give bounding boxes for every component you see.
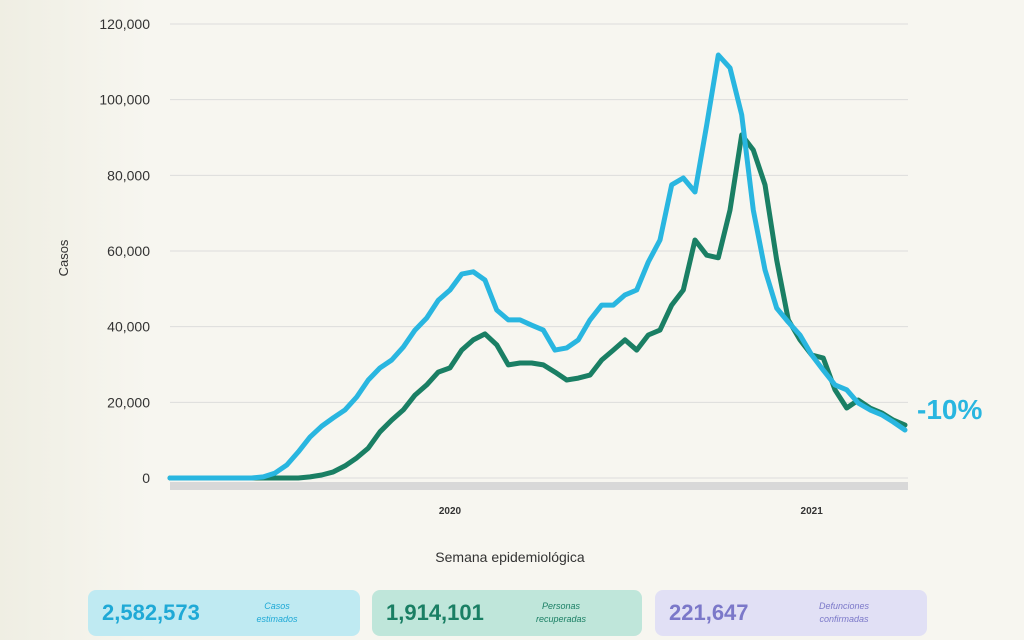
card-estimated-cases: 2,582,573 Casos estimados — [88, 590, 360, 636]
label-line: Defunciones — [818, 601, 870, 611]
label-line: recuperadas — [535, 614, 587, 624]
deaths-value: 221,647 — [669, 600, 749, 625]
card-deaths: 221,647 Defunciones confirmadas — [655, 590, 927, 636]
label-line: confirmadas — [819, 614, 869, 624]
estimated-cases-label: Casos estimados — [242, 600, 312, 626]
label-line: estimados — [256, 614, 298, 624]
change-annotation: -10% — [917, 394, 982, 425]
year-label: 2020 — [439, 506, 462, 517]
background-pattern — [0, 0, 150, 640]
y-tick-label: 20,000 — [107, 394, 150, 410]
deaths-label: Defunciones confirmadas — [809, 600, 879, 626]
estimated-cases-value: 2,582,573 — [102, 600, 200, 625]
y-axis-label: Casos — [56, 239, 71, 276]
x-axis-week-band — [170, 482, 908, 490]
line-chart: 020,00040,00060,00080,000100,000120,000 … — [56, 16, 982, 565]
year-label: 2021 — [801, 506, 824, 517]
card-recovered: 1,914,101 Personas recuperadas — [372, 590, 642, 636]
y-tick-label: 80,000 — [107, 167, 150, 183]
series-line — [167, 52, 908, 481]
y-tick-label: 60,000 — [107, 243, 150, 259]
recovered-value: 1,914,101 — [386, 600, 484, 625]
y-tick-label: 120,000 — [99, 16, 150, 32]
y-tick-label: 100,000 — [99, 92, 150, 108]
y-tick-label: 40,000 — [107, 319, 150, 335]
recovered-label: Personas recuperadas — [526, 600, 596, 626]
label-line: Casos — [264, 601, 290, 611]
x-axis-label: Semana epidemiológica — [435, 549, 585, 565]
y-tick-label: 0 — [142, 470, 150, 486]
label-line: Personas — [541, 601, 581, 611]
series-line — [167, 132, 908, 481]
